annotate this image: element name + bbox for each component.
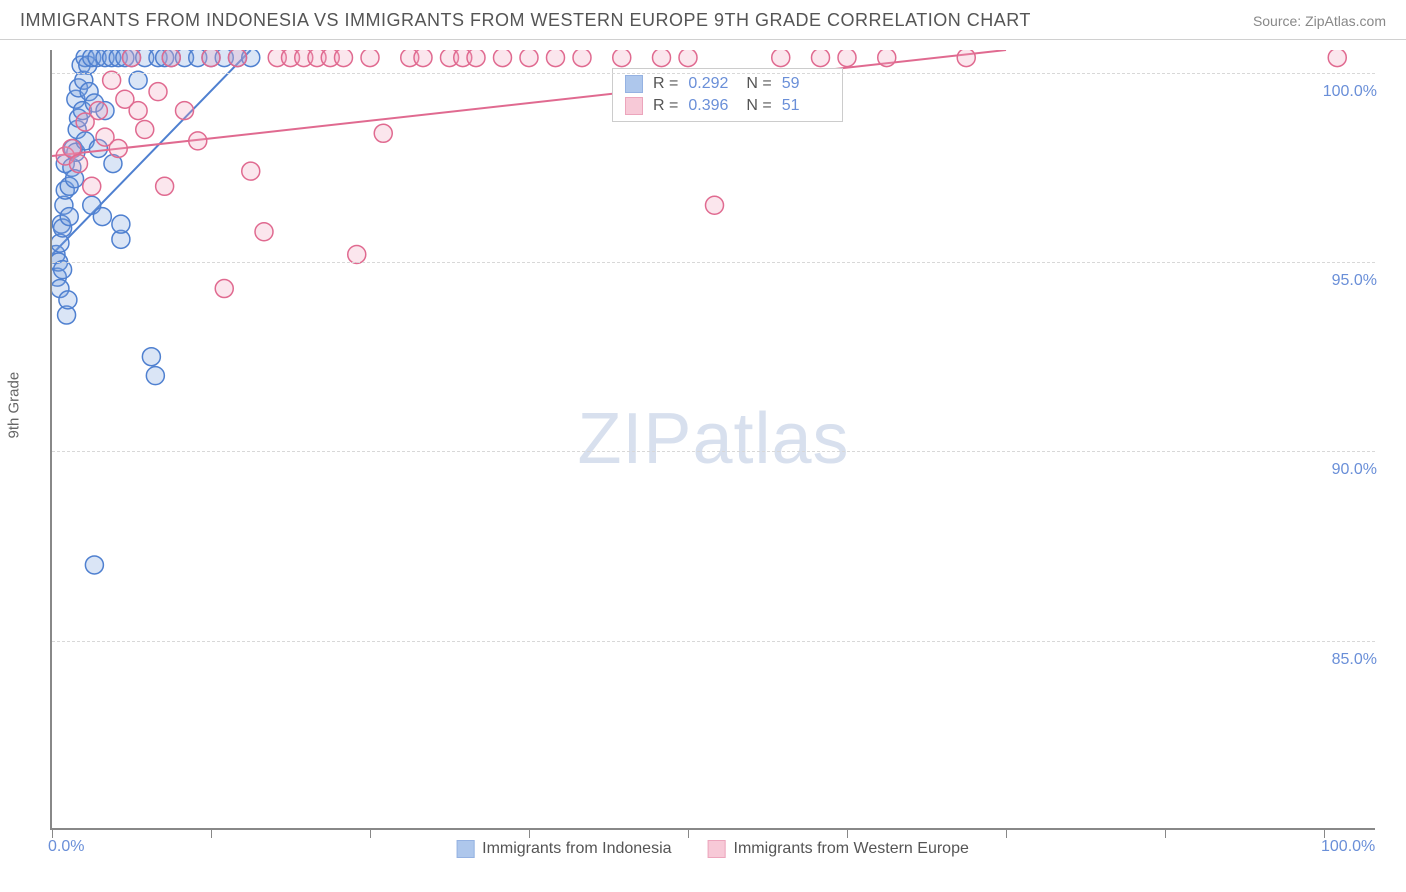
data-point: [123, 50, 141, 67]
y-axis-title: 9th Grade: [6, 372, 23, 439]
scatter-svg: [52, 50, 1377, 830]
data-point: [83, 177, 101, 195]
data-point: [494, 50, 512, 67]
data-point: [202, 50, 220, 67]
legend-swatch-2: [708, 840, 726, 858]
x-tick: [529, 828, 530, 838]
data-point: [129, 102, 147, 120]
data-point: [85, 556, 103, 574]
x-tick: [847, 828, 848, 838]
data-point: [772, 50, 790, 67]
data-point: [229, 50, 247, 67]
data-point: [878, 50, 896, 67]
y-tick-label: 100.0%: [1323, 83, 1377, 101]
r-value-1: 0.292: [688, 75, 736, 93]
legend-item-series1: Immigrants from Indonesia: [456, 840, 671, 858]
data-point: [149, 83, 167, 101]
swatch-series1: [625, 75, 643, 93]
x-tick: [1165, 828, 1166, 838]
data-point: [706, 196, 724, 214]
n-value-1: 59: [782, 75, 830, 93]
data-point: [215, 280, 233, 298]
stats-row-series1: R = 0.292 N = 59: [613, 73, 842, 95]
data-point: [467, 50, 485, 67]
data-point: [547, 50, 565, 67]
data-point: [129, 71, 147, 89]
n-label-1: N =: [746, 75, 771, 93]
data-point: [189, 132, 207, 150]
x-tick: [1324, 828, 1325, 838]
page-title: IMMIGRANTS FROM INDONESIA VS IMMIGRANTS …: [20, 10, 1031, 31]
source: Source: ZipAtlas.com: [1253, 13, 1386, 29]
n-value-2: 51: [782, 97, 830, 115]
swatch-series2: [625, 97, 643, 115]
legend-label-1: Immigrants from Indonesia: [482, 840, 671, 858]
data-point: [335, 50, 353, 67]
y-tick-label: 90.0%: [1332, 461, 1377, 479]
y-tick-label: 85.0%: [1332, 651, 1377, 669]
x-tick: [688, 828, 689, 838]
data-point: [103, 71, 121, 89]
chart-area: ZIPatlas R = 0.292 N = 59 R = 0.396 N = …: [50, 50, 1375, 830]
data-point: [142, 348, 160, 366]
data-point: [146, 367, 164, 385]
data-point: [156, 177, 174, 195]
r-label-2: R =: [653, 97, 678, 115]
x-tick: [1006, 828, 1007, 838]
legend-label-2: Immigrants from Western Europe: [734, 840, 969, 858]
data-point: [414, 50, 432, 67]
data-point: [520, 50, 538, 67]
x-tick: [52, 828, 53, 838]
r-value-2: 0.396: [688, 97, 736, 115]
x-tick-label: 0.0%: [48, 838, 84, 856]
gridline: [52, 451, 1375, 452]
data-point: [838, 50, 856, 67]
data-point: [613, 50, 631, 67]
stats-row-series2: R = 0.396 N = 51: [613, 95, 842, 117]
data-point: [653, 50, 671, 67]
data-point: [348, 245, 366, 263]
header: IMMIGRANTS FROM INDONESIA VS IMMIGRANTS …: [0, 0, 1406, 40]
gridline: [52, 73, 1375, 74]
data-point: [70, 155, 88, 173]
data-point: [93, 208, 111, 226]
legend-swatch-1: [456, 840, 474, 858]
data-point: [112, 215, 130, 233]
x-tick: [370, 828, 371, 838]
source-label: Source:: [1253, 13, 1301, 29]
x-tick: [211, 828, 212, 838]
data-point: [109, 139, 127, 157]
data-point: [54, 261, 72, 279]
x-tick-label: 100.0%: [1321, 838, 1375, 856]
data-point: [1328, 50, 1346, 67]
stats-box: R = 0.292 N = 59 R = 0.396 N = 51: [612, 68, 843, 122]
data-point: [59, 291, 77, 309]
plot: ZIPatlas R = 0.292 N = 59 R = 0.396 N = …: [50, 50, 1375, 830]
r-label-1: R =: [653, 75, 678, 93]
data-point: [812, 50, 830, 67]
gridline: [52, 641, 1375, 642]
data-point: [162, 50, 180, 67]
data-point: [255, 223, 273, 241]
data-point: [176, 102, 194, 120]
n-label-2: N =: [746, 97, 771, 115]
data-point: [89, 102, 107, 120]
data-point: [60, 208, 78, 226]
data-point: [361, 50, 379, 67]
data-point: [374, 124, 392, 142]
legend-item-series2: Immigrants from Western Europe: [708, 840, 969, 858]
data-point: [573, 50, 591, 67]
data-point: [679, 50, 697, 67]
data-point: [136, 121, 154, 139]
data-point: [242, 162, 260, 180]
data-point: [957, 50, 975, 67]
y-tick-label: 95.0%: [1332, 272, 1377, 290]
legend: Immigrants from Indonesia Immigrants fro…: [456, 840, 969, 858]
gridline: [52, 262, 1375, 263]
source-value: ZipAtlas.com: [1305, 13, 1386, 29]
